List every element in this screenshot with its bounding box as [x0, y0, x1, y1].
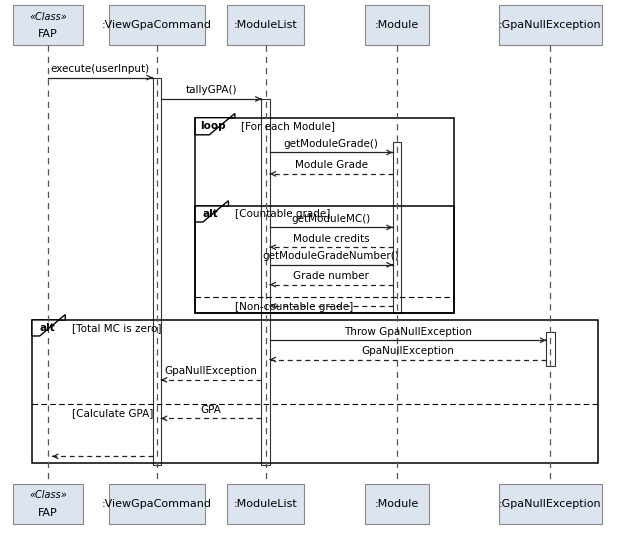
Text: getModuleGradeNumber(): getModuleGradeNumber() [263, 251, 399, 261]
Text: Throw GpaNullException: Throw GpaNullException [344, 327, 472, 337]
Bar [195, 206, 454, 313]
Bar [547, 332, 555, 366]
Text: alt: alt [202, 209, 218, 219]
Text: :Module: :Module [374, 20, 419, 30]
Bar [262, 99, 270, 465]
Bar [393, 142, 401, 313]
Text: [Countable grade]: [Countable grade] [235, 209, 330, 219]
Bar [152, 78, 161, 465]
Text: [Total MC is zero]: [Total MC is zero] [72, 323, 161, 333]
Bar [13, 5, 83, 45]
Polygon shape [195, 113, 235, 135]
Bar [365, 484, 429, 524]
Text: Grade number: Grade number [293, 271, 369, 281]
Bar [109, 5, 205, 45]
Text: execute(userInput): execute(userInput) [51, 64, 150, 74]
Text: FAP: FAP [38, 29, 58, 39]
Text: getModuleGrade(): getModuleGrade() [284, 139, 379, 149]
Text: GpaNullException: GpaNullException [362, 346, 454, 356]
Text: Module Grade: Module Grade [294, 160, 368, 170]
Text: «Class»: «Class» [29, 12, 67, 21]
Text: Module credits: Module credits [293, 234, 369, 243]
Text: [For each Module]: [For each Module] [241, 121, 335, 131]
Text: alt: alt [39, 323, 55, 333]
Text: loop: loop [200, 121, 226, 131]
Text: GPA: GPA [201, 405, 221, 415]
Text: GpaNullException: GpaNullException [164, 366, 258, 376]
Bar [195, 118, 454, 313]
Bar [499, 484, 602, 524]
Text: FAP: FAP [38, 508, 58, 518]
Bar [13, 484, 83, 524]
Text: :ViewGpaCommand: :ViewGpaCommand [102, 20, 212, 30]
Text: tallyGPA(): tallyGPA() [186, 86, 237, 95]
Text: [Calculate GPA]: [Calculate GPA] [72, 409, 153, 418]
Text: getModuleMC(): getModuleMC() [292, 214, 371, 224]
Text: :GpaNullException: :GpaNullException [499, 499, 602, 509]
Polygon shape [195, 201, 228, 222]
Text: :ModuleList: :ModuleList [234, 20, 298, 30]
Bar [227, 484, 304, 524]
Polygon shape [32, 315, 65, 336]
Bar [109, 484, 205, 524]
Bar [365, 5, 429, 45]
Bar [227, 5, 304, 45]
Text: :ViewGpaCommand: :ViewGpaCommand [102, 499, 212, 509]
Text: :ModuleList: :ModuleList [234, 499, 298, 509]
Text: [Non-countable grade]: [Non-countable grade] [235, 302, 353, 311]
Bar [499, 5, 602, 45]
Text: :GpaNullException: :GpaNullException [499, 20, 602, 30]
Text: :Module: :Module [374, 499, 419, 509]
Bar [32, 320, 598, 463]
Text: «Class»: «Class» [29, 491, 67, 500]
